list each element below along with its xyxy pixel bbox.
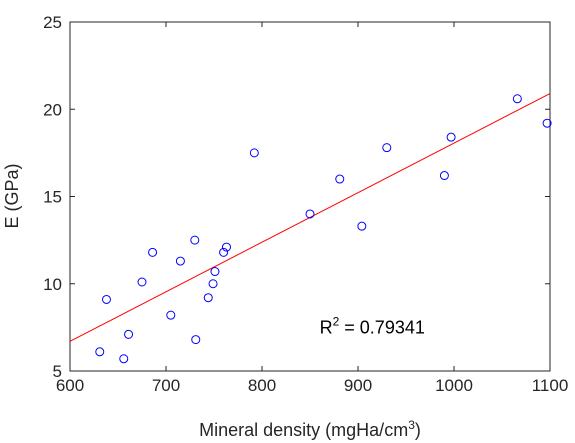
data-point: [512, 94, 522, 104]
plot-box: [69, 21, 551, 372]
plot-area: 600 700 800 900 1000 1100 5 10 15 20 25: [43, 13, 568, 395]
annotation-prefix: R: [320, 317, 333, 337]
x-tick-label: 800: [248, 376, 276, 395]
y-tick-label: 15: [43, 188, 62, 207]
x-tick-label: 1000: [435, 376, 473, 395]
data-point: [305, 209, 315, 219]
x-tick-label: 700: [152, 376, 180, 395]
annotation-superscript: 2: [333, 314, 340, 328]
annotation-suffix: = 0.79341: [339, 317, 425, 337]
annotation-r2: R2 = 0.79341: [320, 314, 425, 337]
x-axis-label-suffix: ): [415, 420, 421, 440]
y-tick-label: 25: [43, 13, 62, 32]
data-point: [357, 221, 367, 231]
data-point: [249, 148, 259, 158]
x-tick-label: 600: [56, 376, 84, 395]
x-axis-label-main: Mineral density (mgHa/cm: [199, 420, 408, 440]
y-tick-label: 5: [53, 362, 62, 381]
data-point: [119, 354, 129, 364]
data-point: [208, 279, 218, 289]
points-layer: [95, 94, 552, 364]
x-tick-label: 900: [344, 376, 372, 395]
data-point: [190, 235, 200, 245]
data-point: [446, 132, 456, 142]
data-point: [137, 277, 147, 287]
x-tick-label: 1100: [532, 376, 569, 395]
ticks-layer: 600 700 800 900 1000 1100 5 10 15 20 25: [43, 13, 568, 395]
data-point: [219, 247, 229, 257]
x-axis-label-superscript: 3: [408, 418, 415, 432]
fit-line: [69, 93, 551, 342]
x-axis-label: Mineral density (mgHa/cm3): [199, 418, 421, 440]
data-point: [166, 310, 176, 320]
y-tick-label: 10: [43, 275, 62, 294]
data-point: [335, 174, 345, 184]
data-point: [210, 267, 220, 277]
data-point: [175, 256, 185, 266]
data-point: [542, 118, 552, 128]
y-tick-label: 20: [43, 100, 62, 119]
data-point: [439, 171, 449, 181]
data-point: [382, 143, 392, 153]
data-point: [203, 293, 213, 303]
data-point: [101, 294, 111, 304]
data-point: [221, 242, 231, 252]
data-point: [95, 347, 105, 357]
y-axis-label: E (GPa): [2, 163, 22, 228]
data-point: [148, 247, 158, 257]
data-point: [191, 335, 201, 345]
data-point: [124, 329, 134, 339]
fit-line-layer: [69, 93, 551, 342]
